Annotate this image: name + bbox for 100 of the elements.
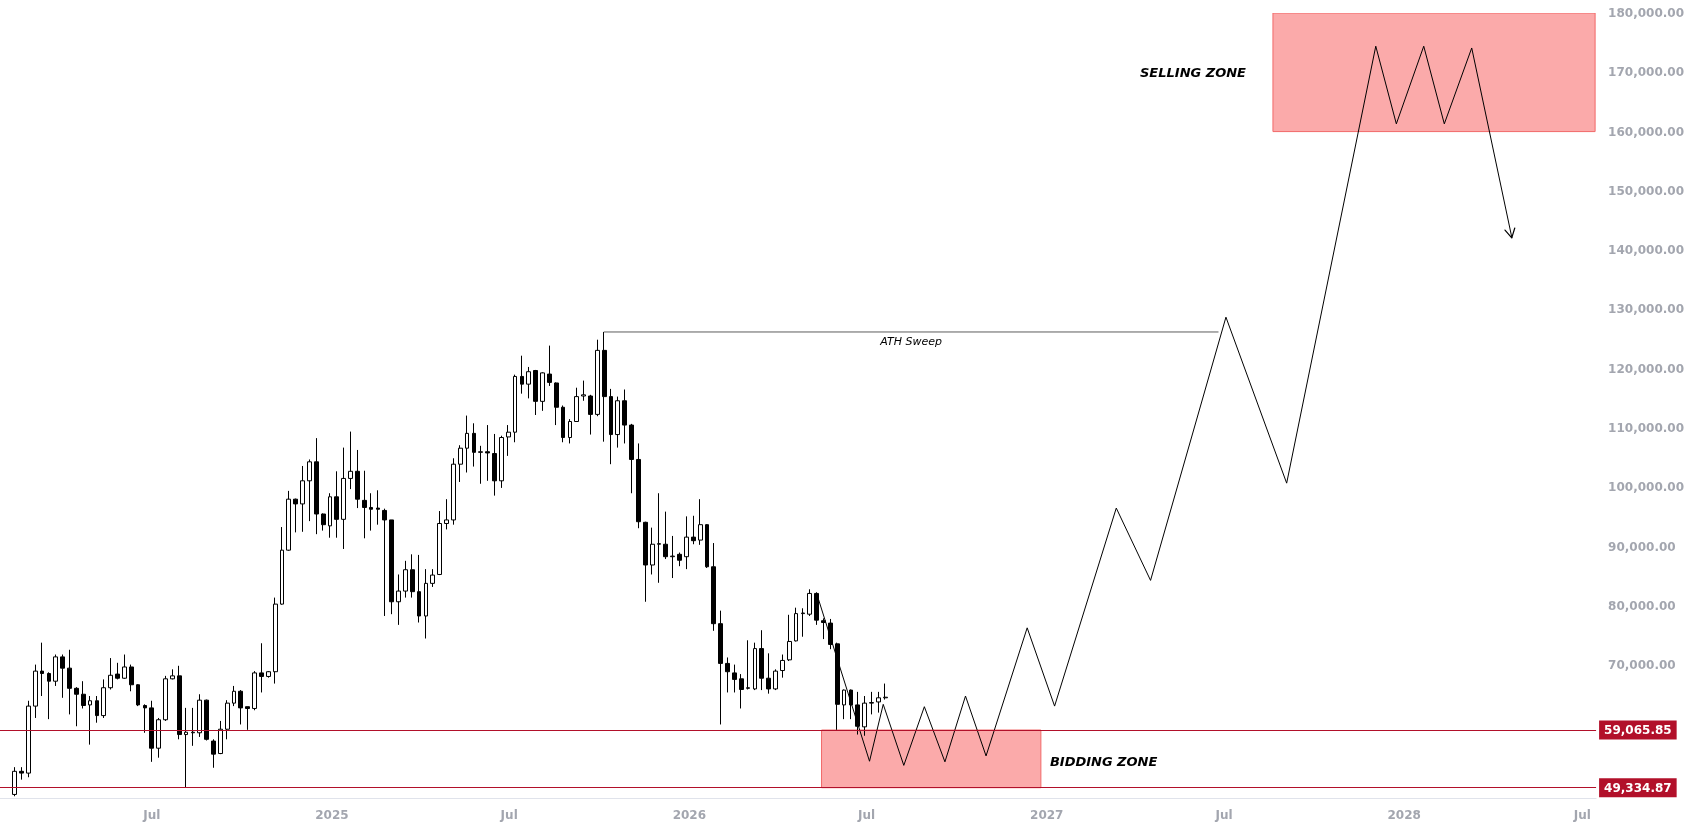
candlestick	[753, 642, 757, 691]
candlestick	[252, 670, 257, 711]
candlestick	[300, 465, 305, 533]
candlestick	[376, 489, 380, 526]
candlestick	[136, 683, 140, 707]
candlestick	[581, 380, 586, 402]
candlestick	[465, 415, 469, 473]
y-tick-label: 180,000.00	[1608, 6, 1685, 20]
candlestick	[328, 492, 332, 539]
candlestick	[670, 535, 675, 579]
candlestick	[60, 654, 65, 699]
candlestick	[520, 355, 524, 395]
y-tick-label: 130,000.00	[1608, 302, 1685, 317]
x-tick-label: 2027	[1030, 808, 1064, 822]
candlestick	[197, 693, 202, 738]
candlestick	[163, 675, 168, 722]
candlestick	[156, 717, 161, 759]
candlestick	[369, 492, 373, 532]
annotation: BIDDING ZONE	[1049, 754, 1158, 770]
candlestick	[204, 699, 209, 741]
candlestick	[855, 691, 860, 736]
annotation: SELLING ZONE	[1139, 64, 1247, 80]
candlestick	[437, 510, 442, 576]
annotation: ATH Sweep	[879, 335, 943, 349]
candlestick	[396, 573, 401, 626]
candlestick	[595, 339, 600, 417]
candlestick	[711, 542, 716, 632]
candlestick	[657, 492, 661, 584]
candlestick	[266, 670, 271, 679]
candlestick	[424, 568, 428, 640]
candlestick	[129, 664, 134, 692]
candlestick	[698, 498, 703, 546]
candlestick	[472, 422, 476, 468]
candlestick	[191, 707, 195, 747]
candlestick	[725, 656, 730, 693]
candlestick	[533, 369, 538, 416]
candlestick	[643, 521, 648, 603]
candlestick	[835, 642, 840, 731]
y-tick-label: 120,000.00	[1608, 361, 1685, 376]
candlestick	[348, 431, 353, 490]
y-tick-label: 100,000.00	[1608, 480, 1685, 495]
candlestick	[286, 490, 291, 552]
candlestick	[417, 554, 421, 623]
candlestick	[410, 553, 415, 599]
candlestick	[609, 388, 613, 465]
y-tick-label: 90,000.00	[1608, 539, 1676, 554]
candlestick	[341, 447, 346, 550]
candlestick	[314, 437, 319, 535]
y-tick-label: 70,000.00	[1608, 658, 1676, 673]
candlestick	[321, 512, 326, 532]
candlestick	[684, 515, 689, 570]
candlestick	[766, 652, 771, 695]
candlestick	[705, 523, 709, 569]
x-tick-label: Jul	[499, 808, 518, 822]
candlestick	[602, 331, 607, 443]
x-tick-label: Jul	[142, 808, 161, 822]
candlestick	[629, 423, 634, 494]
candlestick	[794, 607, 798, 642]
x-tick-label: 2025	[315, 808, 349, 822]
candlestick	[862, 695, 867, 737]
candlestick	[225, 699, 230, 740]
candlestick	[444, 498, 449, 530]
candlestick	[478, 445, 483, 485]
candlestick	[451, 457, 456, 526]
x-tick-label: Jul	[1214, 808, 1233, 822]
candlestick	[170, 668, 175, 680]
candlestick	[47, 671, 51, 720]
candlestick	[622, 388, 627, 444]
candlestick	[746, 639, 750, 690]
y-tick-label: 80,000.00	[1608, 598, 1676, 613]
candlestick	[869, 691, 874, 715]
y-tick-label: 160,000.00	[1608, 124, 1685, 139]
candlestick	[122, 654, 127, 680]
candlestick	[95, 695, 99, 724]
candlestick	[149, 700, 154, 763]
candlestick	[382, 508, 387, 617]
candlestick	[554, 381, 559, 426]
candlestick	[53, 654, 58, 687]
x-tick-label: Jul	[1572, 808, 1591, 822]
candlestick	[211, 738, 216, 769]
ref-line-label: 59,065.85	[1604, 723, 1672, 738]
candlestick	[787, 614, 792, 662]
candlestick	[780, 654, 785, 679]
candlestick	[355, 449, 360, 509]
candlestick	[876, 691, 881, 714]
candlestick	[773, 668, 778, 691]
candlestick	[307, 458, 312, 522]
candlestick	[245, 706, 250, 731]
candlestick	[547, 345, 552, 387]
candlestick	[280, 526, 284, 606]
candlestick	[218, 720, 223, 755]
candlestick	[883, 683, 888, 701]
candlestick	[273, 597, 278, 685]
x-tick-label: Jul	[857, 808, 876, 822]
candlestick	[67, 649, 72, 715]
candlestick	[807, 588, 812, 617]
candlestick	[101, 678, 106, 719]
candlestick	[691, 515, 696, 545]
candlestick	[81, 680, 86, 709]
candlestick	[561, 405, 565, 443]
